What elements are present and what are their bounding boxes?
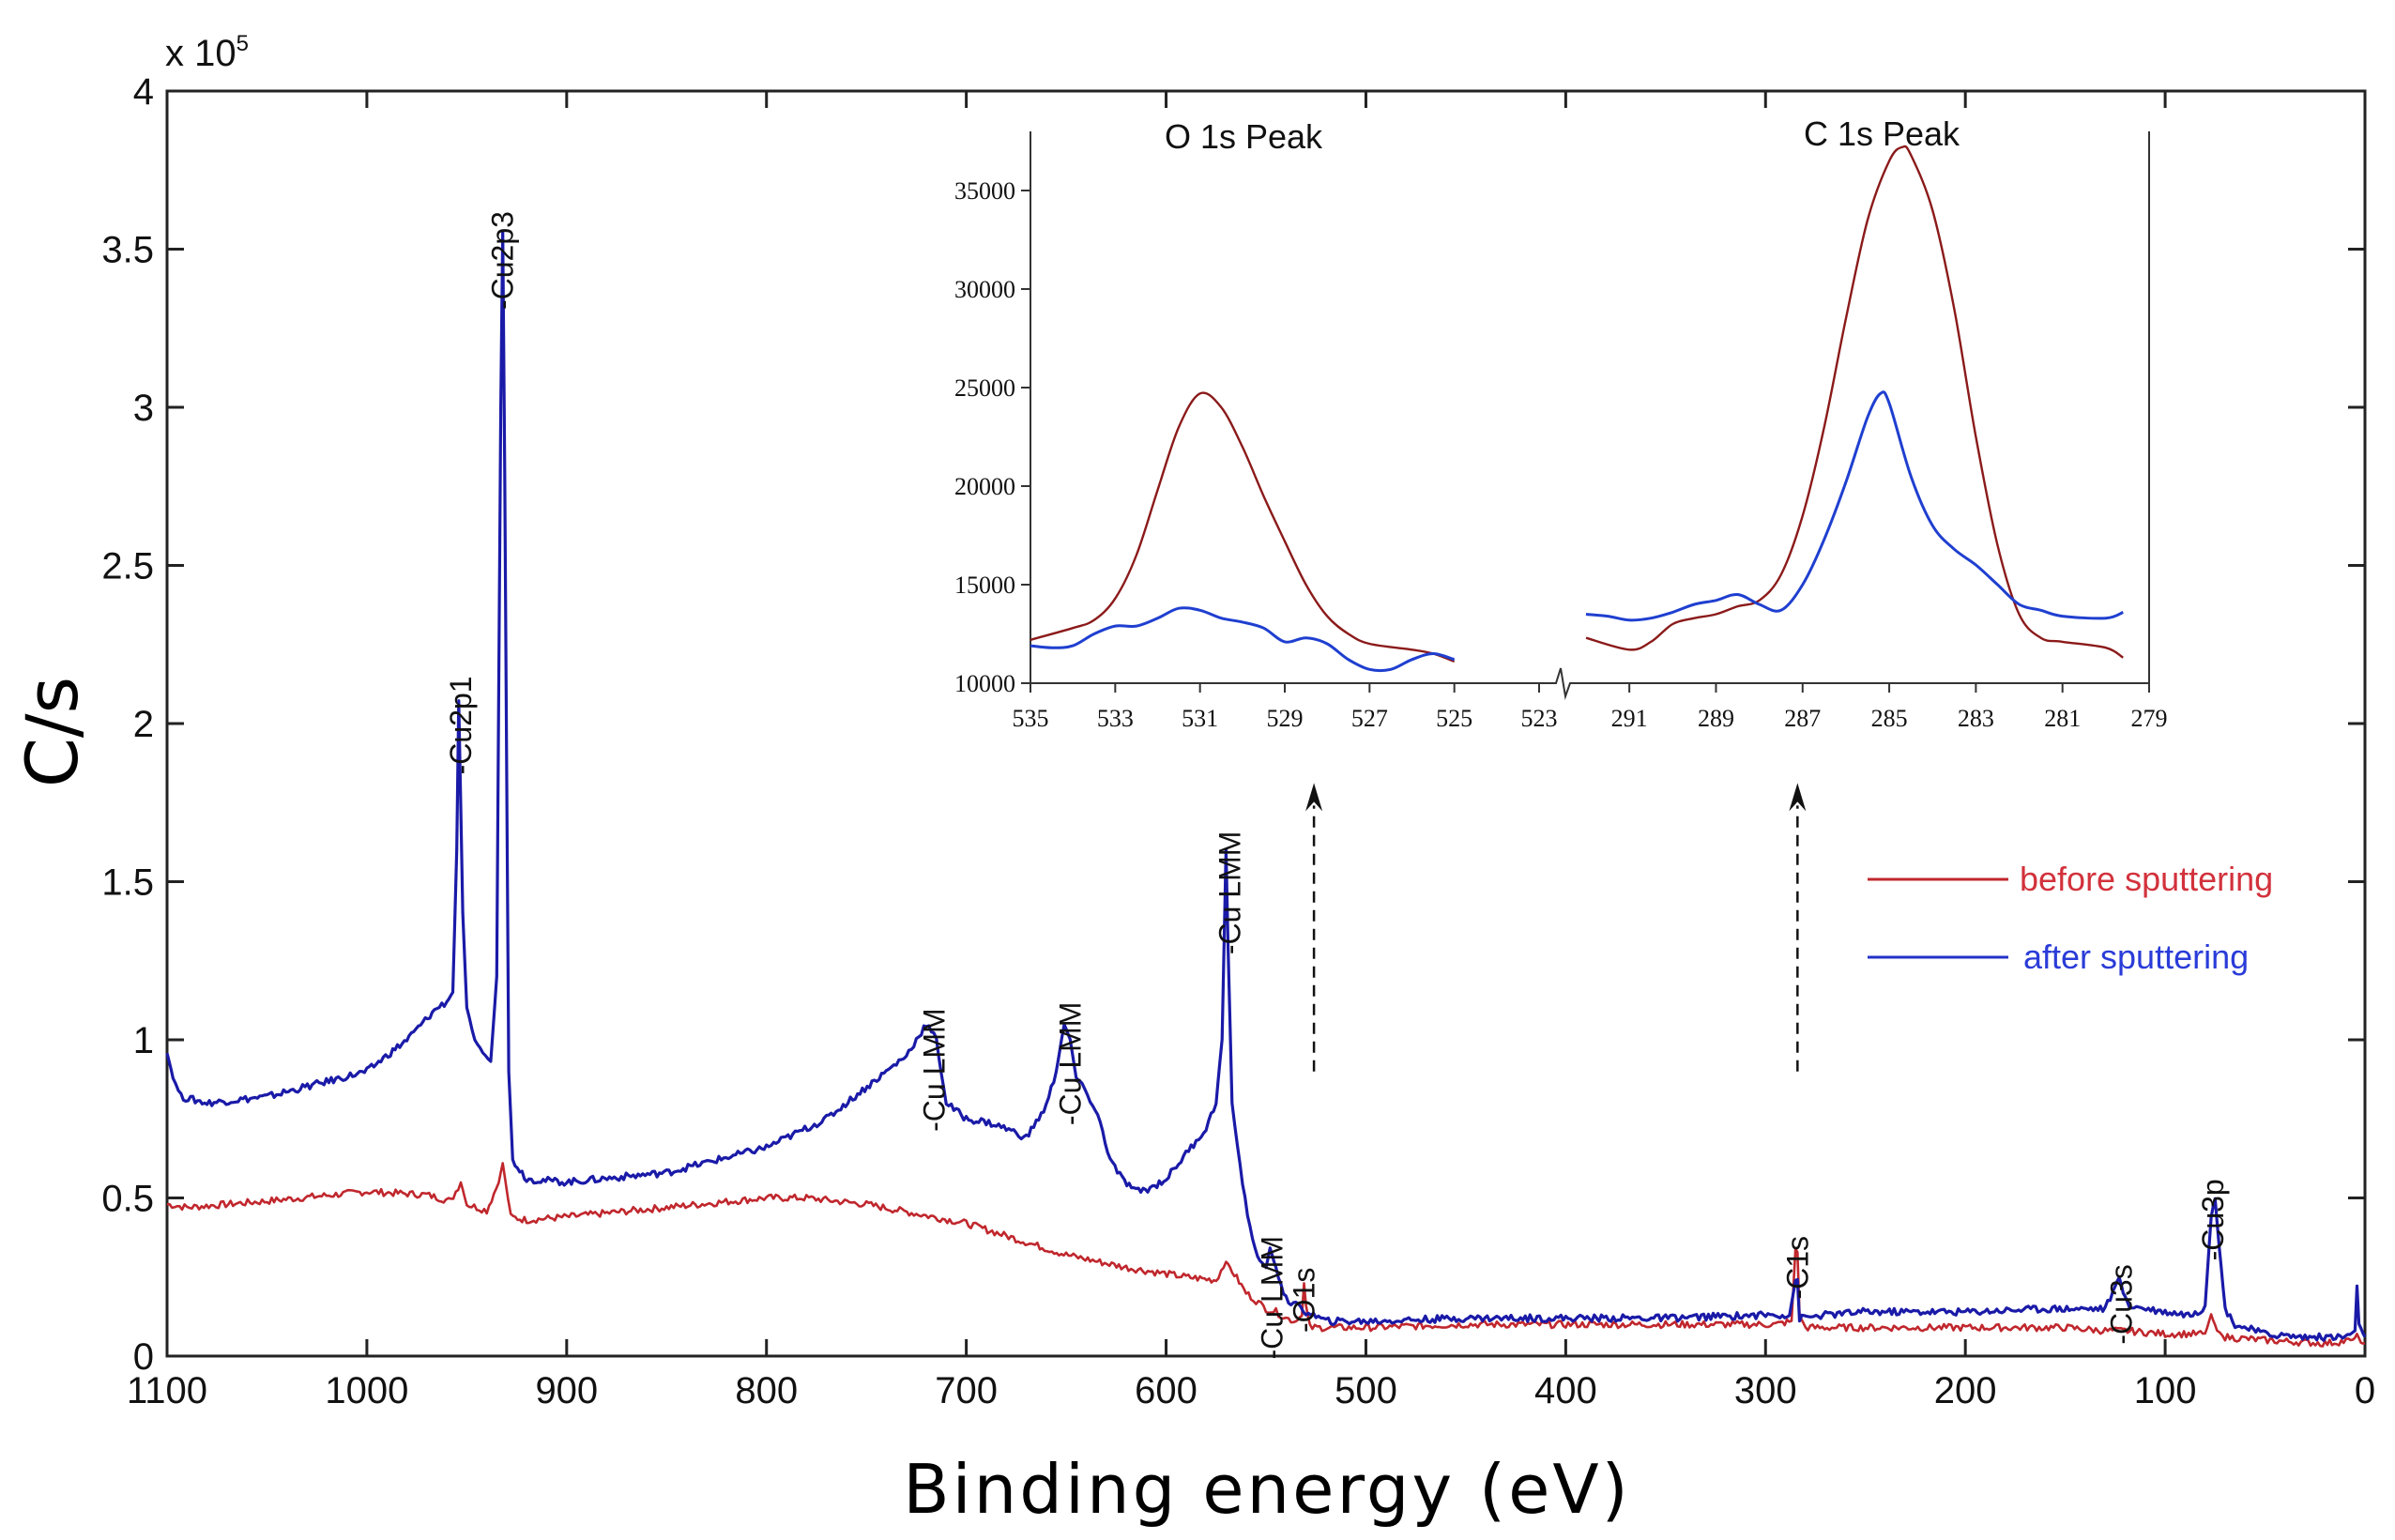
- inset-o1s-title: O 1s Peak: [1165, 117, 1323, 156]
- peak-label: -Cu LMM: [1213, 831, 1247, 955]
- x-tick-label: 800: [735, 1370, 798, 1411]
- main-x-tick-labels: 1100 1000 900 800 700 600 500 400 300 200 100 0: [127, 1370, 2375, 1411]
- inset-arrows: [1305, 783, 1807, 1072]
- inset-series-before-sputtering: [1030, 391, 1456, 663]
- x-tick-label: 100: [2134, 1370, 2197, 1411]
- inset-x-tick-label: 531: [1182, 705, 1218, 732]
- peak-label: -Cu3p: [2196, 1179, 2230, 1260]
- inset-c1s-title: C 1s Peak: [1804, 114, 1960, 153]
- inset-y-tick-label: 15000: [954, 572, 1015, 599]
- peak-label: -Cu LMM: [1053, 1002, 1087, 1126]
- peak-label: -Cu2p3: [486, 211, 520, 310]
- inset-x-tick-label: 287: [1784, 705, 1821, 732]
- inset-x-tick-label: 527: [1351, 705, 1388, 732]
- x-tick-label: 400: [1534, 1370, 1597, 1411]
- x-tick-label: 200: [1934, 1370, 1997, 1411]
- y-multiplier-base: x 10: [165, 33, 236, 74]
- inset-series-after-sputtering: [1030, 606, 1456, 673]
- peak-label: -O1s: [1287, 1268, 1320, 1333]
- y-tick-label: 1: [133, 1020, 154, 1061]
- x-axis-title: Binding energy (eV): [903, 1450, 1630, 1529]
- inset-c1s-ticks: 291 289 287 285 283 281 279: [1611, 683, 2168, 732]
- axis-break-mark: [1539, 667, 1586, 700]
- y-tick-label: 2.5: [101, 546, 154, 587]
- inset-x-tick-label: 291: [1611, 705, 1648, 732]
- y-multiplier-exponent: 5: [236, 31, 249, 56]
- main-series-group: [165, 229, 2367, 1348]
- inset-x-tick-label: 281: [2044, 705, 2081, 732]
- x-tick-label: 600: [1135, 1370, 1198, 1411]
- legend: before sputtering after sputtering: [1868, 860, 2273, 976]
- x-tick-label: 700: [935, 1370, 998, 1411]
- inset-y-tick-label: 20000: [954, 473, 1015, 500]
- inset-x-tick-label: 285: [1871, 705, 1908, 732]
- series-line-after-sputtering: [165, 229, 2367, 1342]
- y-tick-label: 3.5: [101, 230, 154, 271]
- legend-label-after: after sputtering: [2023, 938, 2249, 976]
- series-line-before-sputtering: [166, 1162, 2366, 1348]
- peak-label: -Cu3s: [2104, 1264, 2138, 1344]
- inset-y-tick-label: 35000: [954, 177, 1015, 205]
- y-tick-label: 0.5: [101, 1179, 154, 1220]
- peak-label: -Cu LMM: [918, 1008, 952, 1132]
- y-axis-title: C/s: [10, 677, 94, 787]
- main-axis-ticks: [165, 89, 2367, 1358]
- x-tick-label: 1000: [325, 1370, 408, 1411]
- inset-series-after-sputtering: [1585, 390, 2124, 622]
- inset-o1s-panel: 535 533 531 529 527 525 523 10000 15000 20000 2500…: [954, 117, 1558, 732]
- peak-label: -Cu LMM: [1255, 1236, 1289, 1360]
- inset-y-tick-label: 10000: [954, 670, 1015, 697]
- inset-x-tick-label: 279: [2131, 705, 2168, 732]
- y-tick-label: 4: [133, 71, 154, 113]
- x-tick-label: 1100: [127, 1370, 207, 1411]
- y-tick-label: 3: [133, 388, 154, 429]
- peak-label: -Cu2p1: [444, 676, 478, 774]
- inset-x-tick-label: 289: [1698, 705, 1734, 732]
- inset-c1s-panel: 291 289 287 285 283 281 279 C 1s Peak: [1585, 114, 2168, 732]
- x-tick-label: 900: [535, 1370, 598, 1411]
- inset-o1s-series: [1030, 391, 1456, 673]
- arrow-head: [1789, 783, 1807, 812]
- inset-x-tick-label: 283: [1958, 705, 1994, 732]
- y-tick-label: 0: [133, 1336, 154, 1378]
- inset-x-tick-label: 523: [1521, 705, 1558, 732]
- x-tick-label: 300: [1734, 1370, 1797, 1411]
- arrow-head: [1305, 783, 1323, 812]
- inset-y-tick-label: 25000: [954, 374, 1015, 402]
- y-multiplier: x 105: [165, 31, 249, 74]
- legend-label-before: before sputtering: [2020, 860, 2273, 898]
- inset-o1s-ticks: 535 533 531 529 527 525 523 10000 15000 20000 2500…: [954, 177, 1558, 732]
- inset-c1s-series: [1585, 145, 2124, 659]
- y-tick-label: 1.5: [101, 862, 154, 904]
- main-y-tick-labels: 0 0.5 1 1.5 2 2.5 3 3.5 4: [101, 71, 154, 1378]
- y-tick-label: 2: [133, 704, 154, 745]
- x-tick-label: 0: [2355, 1370, 2375, 1411]
- x-tick-label: 500: [1335, 1370, 1397, 1411]
- peak-label: -C1s: [1780, 1236, 1814, 1300]
- inset-x-tick-label: 535: [1013, 705, 1049, 732]
- inset-x-tick-label: 525: [1436, 705, 1472, 732]
- inset-x-tick-label: 529: [1267, 705, 1304, 732]
- inset-y-tick-label: 30000: [954, 276, 1015, 303]
- peak-labels: -Cu2p1 -Cu2p3 -Cu LMM -Cu LMM -Cu LMM -Cu LMM…: [444, 211, 2230, 1359]
- inset-x-tick-label: 533: [1097, 705, 1134, 732]
